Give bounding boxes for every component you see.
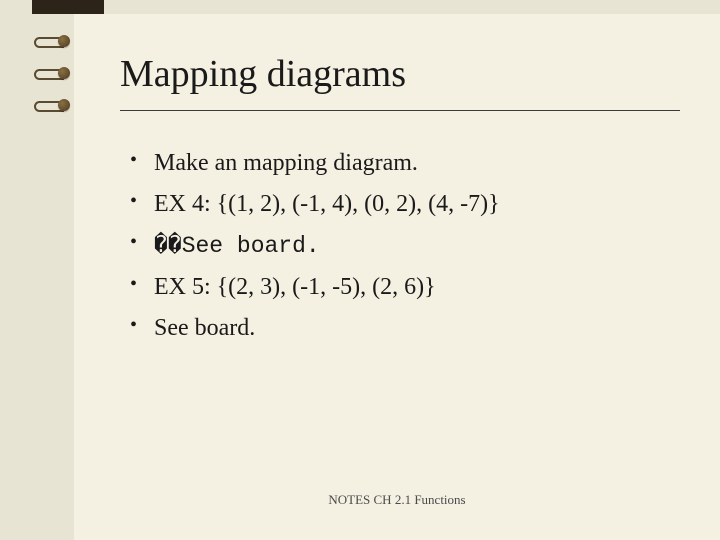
top-dark-bar xyxy=(32,0,104,14)
title-rule xyxy=(120,110,680,111)
list-item: EX 4: {(1, 2), (-1, 4), (0, 2), (4, -7)} xyxy=(126,186,680,223)
bullet-text: ��See board. xyxy=(154,233,320,259)
page-title: Mapping diagrams xyxy=(120,52,680,96)
ring xyxy=(34,34,70,48)
hole xyxy=(58,35,70,47)
bullet-text: EX 5: {(2, 3), (-1, -5), (2, 6)} xyxy=(154,274,436,300)
bullet-list: Make an mapping diagram. EX 4: {(1, 2), … xyxy=(120,145,680,347)
spiral-binding xyxy=(34,34,70,112)
list-item: Make an mapping diagram. xyxy=(126,145,680,182)
bullet-text: EX 4: {(1, 2), (-1, 4), (0, 2), (4, -7)} xyxy=(154,191,500,217)
list-item: See board. xyxy=(126,310,680,347)
hole xyxy=(58,67,70,79)
list-item: ��See board. xyxy=(126,227,680,265)
bullet-text: See board. xyxy=(154,315,255,341)
hole xyxy=(58,99,70,111)
ring xyxy=(34,98,70,112)
list-item: EX 5: {(2, 3), (-1, -5), (2, 6)} xyxy=(126,269,680,306)
bullet-text: Make an mapping diagram. xyxy=(154,150,418,176)
footer-note: NOTES CH 2.1 Functions xyxy=(74,492,720,508)
ring xyxy=(34,66,70,80)
page: Mapping diagrams Make an mapping diagram… xyxy=(74,14,720,540)
